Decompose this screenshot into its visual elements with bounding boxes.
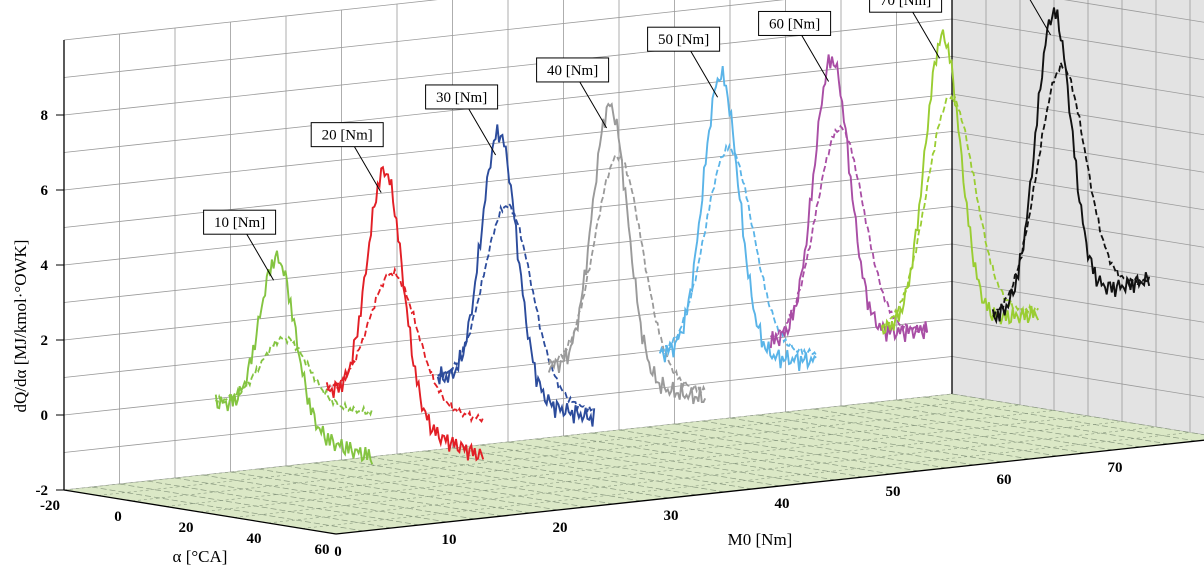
series-label-box [310, 122, 384, 148]
series-dashed-line [881, 94, 1039, 329]
series-label-box [203, 209, 277, 235]
floor-gridline [63, 393, 953, 491]
z-tick-label: 6 [41, 183, 49, 199]
series-dashed-line [992, 59, 1151, 317]
floor-gridline [313, 462, 586, 508]
series-dashed-line [437, 202, 595, 413]
back-wall-gridline [63, 0, 438, 41]
floor-gridline [785, 411, 1058, 457]
series-label-box [869, 0, 943, 13]
series-label-box [536, 57, 610, 83]
series-label-leader [353, 146, 382, 193]
alpha-axis-label: α [°CA] [173, 547, 228, 566]
z-axis-label: dQ/dα [MJ/kmol·°OWK] [11, 240, 30, 413]
series-label: 10 [Nm] [214, 215, 265, 231]
series-label: 50 [Nm] [658, 32, 709, 48]
series-label-leader [579, 81, 608, 129]
floor-gridline [230, 471, 503, 517]
series-curves [214, 7, 1151, 465]
floor-gridline [702, 420, 975, 466]
alpha-axis-line [63, 489, 337, 535]
load-tick-label: 10 [442, 532, 457, 548]
chart-walls [63, 0, 1204, 491]
alpha-tick-label: 40 [247, 531, 262, 547]
series-label: 60 [Nm] [769, 16, 820, 32]
floor-gridline [165, 410, 1055, 507]
series-label: 70 [Nm] [880, 0, 931, 9]
series-solid-line [991, 7, 1151, 325]
load-tick-label: 40 [775, 496, 790, 512]
alpha-tick-label: 20 [179, 520, 194, 536]
floor-gridline [91, 486, 364, 532]
z-tick-label: -2 [36, 483, 49, 499]
floor-gridline [868, 402, 1141, 448]
side-wall [952, 0, 1204, 435]
floor-gridline [267, 426, 1157, 524]
series-dashed-line [769, 124, 928, 342]
z-tick-label: 4 [41, 258, 49, 274]
series-solid-line [325, 165, 485, 462]
z-tick-label: 0 [41, 408, 49, 424]
series-label-leader [1029, 0, 1052, 36]
series-label-leader [690, 50, 719, 98]
series-label-leader [801, 35, 830, 82]
floor-gridline [199, 415, 1089, 513]
load-tick-label: 70 [1108, 460, 1123, 476]
chart-floor [63, 393, 1204, 535]
floor-gridline [258, 468, 531, 514]
series-solid-line [436, 124, 596, 427]
series-solid-line [547, 102, 707, 405]
series-solid-line [214, 250, 374, 465]
series-label-box [425, 84, 499, 110]
z-tick-label: 2 [41, 333, 49, 349]
series-label-leader [246, 233, 275, 281]
load-tick-label: 0 [334, 544, 342, 560]
floor-gridline [813, 408, 1086, 454]
floor-gridline [233, 421, 1123, 518]
floor-gridline [341, 459, 614, 505]
load-tick-label: 60 [997, 472, 1012, 488]
alpha-tick-label: -20 [40, 498, 60, 514]
series-label-leader [912, 11, 941, 59]
floor-gridline [174, 477, 448, 523]
floor-gridline [896, 399, 1169, 445]
floor-gridline [951, 393, 1204, 436]
floor-gridline [301, 432, 1191, 529]
floor-gridline [729, 417, 1003, 463]
load-tick-label: 30 [664, 508, 679, 524]
load-axis-label: M0 [Nm] [728, 530, 793, 549]
series-label: 30 [Nm] [436, 90, 487, 106]
series-label-box [647, 26, 721, 52]
floor-gridline [563, 435, 836, 481]
series-label: 40 [Nm] [547, 63, 598, 79]
alpha-tick-label: 60 [315, 542, 330, 558]
series-solid-line [769, 54, 929, 349]
floor-gridline [480, 444, 753, 490]
floor-gridline [97, 399, 987, 496]
series-label-leader [468, 108, 497, 156]
floor-gridline [646, 426, 919, 472]
z-tick-label: 8 [41, 108, 49, 124]
load-tick-label: 50 [886, 484, 901, 500]
load-axis-line [335, 439, 1204, 535]
series-dashed-line [659, 142, 817, 358]
series-labels: 10 [Nm] 20 [Nm] 30 [Nm] 40 [Nm] 50 [Nm] 60 [N… [203, 0, 1052, 281]
load-tick-label: 20 [553, 520, 568, 536]
series-solid-line [880, 29, 1040, 335]
series-label-box [758, 10, 832, 36]
floor-gridline [131, 404, 1021, 502]
floor-gridline [147, 480, 420, 526]
series-label: 20 [Nm] [322, 128, 373, 144]
floor-gridline [396, 453, 670, 499]
alpha-tick-label: 0 [114, 509, 122, 525]
series-solid-line [658, 65, 817, 372]
